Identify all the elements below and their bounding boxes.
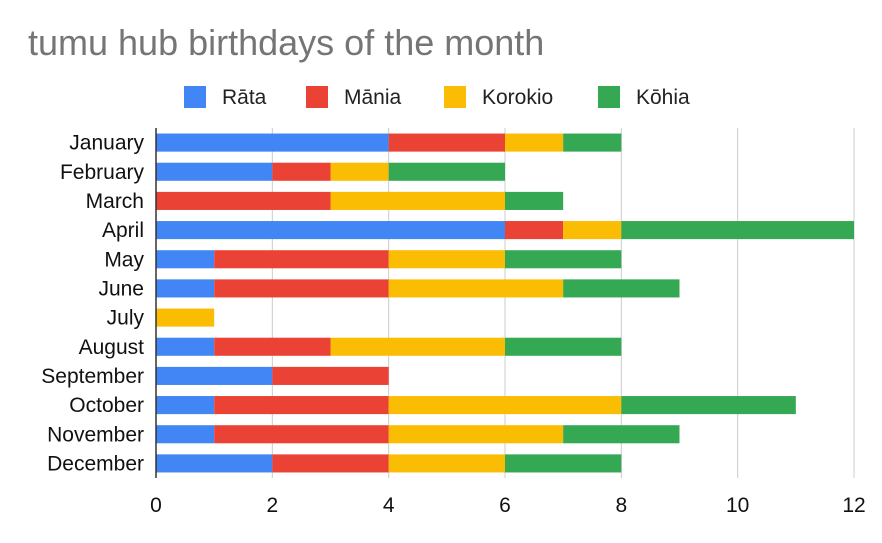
category-label: September xyxy=(41,365,144,388)
bar-segment xyxy=(563,133,622,152)
bar-segment xyxy=(330,162,389,181)
bar-segment xyxy=(388,425,564,444)
x-tick-label: 2 xyxy=(266,494,278,517)
bar-segment xyxy=(330,191,505,210)
tick-labels: 0 2 4 6 8 10 12 xyxy=(150,494,866,517)
bar-segment xyxy=(156,133,389,152)
x-tick-label: 12 xyxy=(842,494,865,517)
category-label: March xyxy=(86,190,144,213)
bar-segment xyxy=(621,396,796,415)
bar-segment xyxy=(388,250,505,269)
bar-segment xyxy=(156,279,215,298)
bar-segment xyxy=(388,454,505,473)
bar-segment xyxy=(272,366,389,385)
bar-segment xyxy=(563,279,680,298)
legend-swatch xyxy=(184,86,206,108)
bar-segment xyxy=(156,396,215,415)
bar-segment xyxy=(156,221,505,240)
chart-title: tumu hub birthdays of the month xyxy=(28,22,545,63)
bar-segment xyxy=(388,162,505,181)
category-label: October xyxy=(69,394,144,417)
category-label: July xyxy=(107,307,145,330)
legend: Rāta Mānia Korokio Kōhia xyxy=(184,86,690,109)
bar-segment xyxy=(156,337,215,356)
category-label: February xyxy=(60,161,145,184)
category-label: May xyxy=(104,248,144,271)
bar-segment xyxy=(156,191,331,210)
bar-segment xyxy=(563,425,680,444)
x-tick-label: 10 xyxy=(726,494,749,517)
bar-segment xyxy=(156,366,273,385)
bar-segment xyxy=(505,454,622,473)
grid-lines xyxy=(271,128,855,478)
bar-segment xyxy=(330,337,505,356)
x-tick-label: 0 xyxy=(150,494,162,517)
bar-segment xyxy=(156,308,215,327)
legend-swatch xyxy=(306,86,328,108)
legend-label: Rāta xyxy=(222,86,267,109)
bar-segment xyxy=(505,191,564,210)
bar-segment xyxy=(388,133,505,152)
legend-label: Mānia xyxy=(344,86,402,109)
x-tick-label: 6 xyxy=(499,494,511,517)
x-tick-label: 4 xyxy=(383,494,395,517)
bar-segment xyxy=(214,396,389,415)
bar-segment xyxy=(563,221,622,240)
bar-segment xyxy=(214,250,389,269)
legend-label: Kōhia xyxy=(636,86,690,109)
bar-segment xyxy=(505,221,564,240)
x-tick-label: 8 xyxy=(615,494,627,517)
bar-segment xyxy=(388,396,622,415)
legend-swatch xyxy=(598,86,620,108)
category-label: November xyxy=(47,423,144,446)
bar-segment xyxy=(156,425,215,444)
category-labels: January February March April May June July Augu… xyxy=(41,132,144,476)
category-label: June xyxy=(98,277,144,300)
bar-segment xyxy=(505,133,564,152)
bar-segment xyxy=(272,454,389,473)
bar-segment xyxy=(505,337,622,356)
bar-segment xyxy=(214,279,389,298)
bar-segment xyxy=(505,250,622,269)
bar-segment xyxy=(156,250,215,269)
bar-segment xyxy=(156,162,273,181)
legend-swatch xyxy=(444,86,466,108)
category-label: August xyxy=(79,336,145,359)
bars xyxy=(156,133,854,473)
bar-segment xyxy=(156,454,273,473)
category-label: December xyxy=(47,452,144,475)
legend-label: Korokio xyxy=(482,86,553,109)
bar-segment xyxy=(214,425,389,444)
category-label: April xyxy=(102,219,144,242)
bar-segment xyxy=(214,337,331,356)
bar-segment xyxy=(621,221,854,240)
bar-segment xyxy=(388,279,564,298)
bar-segment xyxy=(272,162,331,181)
category-label: January xyxy=(69,132,144,155)
